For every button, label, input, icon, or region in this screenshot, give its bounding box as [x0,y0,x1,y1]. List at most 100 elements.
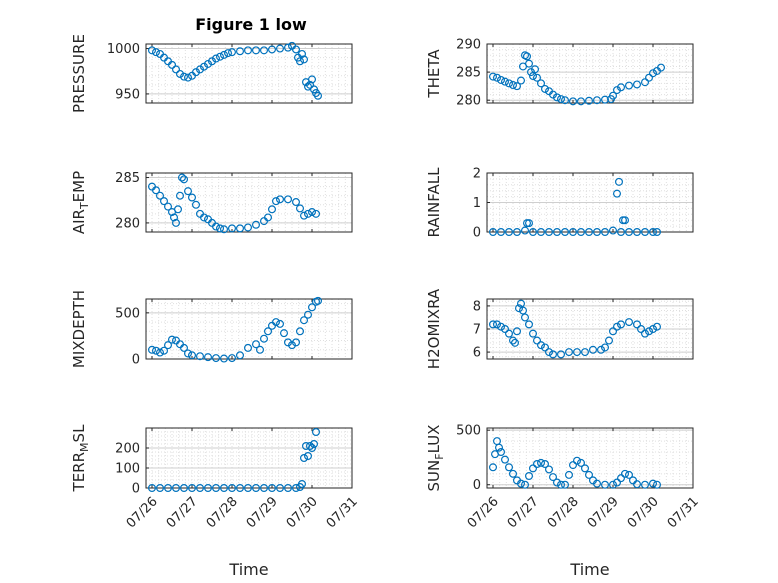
data-point [552,228,561,237]
data-point [520,480,529,489]
data-point [592,228,601,237]
data-point [268,205,277,214]
data-point [608,226,617,235]
data-point [156,348,165,357]
data-point [252,46,261,55]
panel-5: 0 500 MIXDEPTH [70,290,353,368]
data-point [310,440,319,449]
data-point [536,458,545,467]
panel-6: 6 7 8 H2OMIXRA [425,288,694,369]
data-point [489,72,498,81]
data-point [614,177,623,186]
data-point [528,329,537,338]
data-point [188,351,197,360]
data-point [148,46,157,55]
data-point [180,484,189,493]
data-point [568,461,577,470]
x-axis-label: Time [569,560,609,579]
axes-box [145,427,353,489]
data-point [516,76,525,85]
data-point [596,345,605,354]
data-point [580,348,589,357]
data-point [244,343,253,352]
data-point [624,318,633,327]
data-point [495,443,504,452]
data-point [520,313,529,322]
data-point [505,329,514,338]
data-point [501,455,510,464]
data-point [544,228,553,237]
data-point [564,348,573,357]
y-tick-label: 285 [115,171,140,186]
data-point [216,52,225,61]
axes-box [145,298,353,360]
x-tick-label: 07/28 [545,494,582,531]
data-point [180,72,189,81]
data-point [200,213,209,222]
data-point [264,213,273,222]
data-point [584,470,593,479]
data-point [268,484,277,493]
x-tick-label: 07/31 [324,494,361,531]
data-point [184,73,193,82]
data-point [518,306,527,315]
data-point [532,73,541,82]
data-point [576,228,585,237]
data-point [284,43,293,52]
data-point [612,478,621,487]
data-point [304,452,313,461]
axes-box [486,427,694,489]
y-tick-label: 280 [115,216,140,231]
data-point [236,224,245,233]
data-point [252,220,261,229]
data-point [576,97,585,106]
data-point [196,65,205,74]
data-point [174,205,183,214]
data-point [652,480,661,489]
x-tick-label: 07/26 [124,494,161,531]
data-point [284,195,293,204]
data-point [497,75,506,84]
data-point [312,209,321,218]
data-point [272,197,281,206]
data-point [244,223,253,232]
data-point [220,50,229,59]
data-point [501,325,510,334]
data-point [152,48,161,57]
data-point [298,49,307,58]
data-point [516,479,525,488]
y-tick-label: 100 [115,462,140,477]
y-tick-label: 6 [473,346,481,361]
data-point [632,228,641,237]
data-point [572,456,581,465]
data-point [612,189,621,198]
data-point [505,463,514,472]
data-point [168,60,177,69]
y-tick-label: 500 [115,306,140,321]
data-point [620,469,629,478]
data-point [592,479,601,488]
data-point [204,484,213,493]
data-point [160,197,169,206]
data-point [148,484,157,493]
x-tick-label: 07/30 [284,494,321,531]
axes-box [486,43,694,104]
data-point [540,84,549,93]
axes-box [145,172,353,233]
y-tick-label: 0 [473,478,481,493]
data-point [540,343,549,352]
data-point [208,57,217,66]
data-point [489,320,498,329]
data-point [308,75,317,84]
data-point [164,341,173,350]
data-point [156,484,165,493]
y-axis-label: AIRTEMP [70,171,91,234]
data-point [276,484,285,493]
data-point [644,327,653,336]
data-point [560,480,569,489]
y-axis-label: RAINFALL [425,167,443,238]
data-point [548,350,557,359]
data-point [252,340,261,349]
data-point [493,73,502,82]
